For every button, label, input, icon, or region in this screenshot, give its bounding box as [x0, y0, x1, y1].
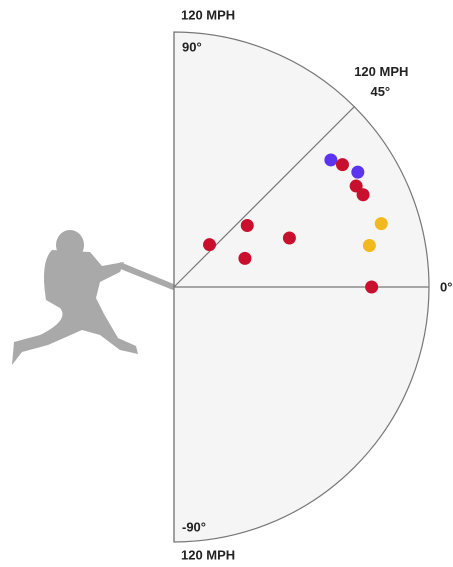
batted-ball [375, 217, 388, 230]
batted-ball [324, 153, 337, 166]
angle-tick-label: 0° [440, 279, 452, 294]
batted-ball [357, 188, 370, 201]
batter-silhouette [12, 230, 176, 365]
batted-ball [363, 239, 376, 252]
batted-ball [203, 238, 216, 251]
batted-ball [351, 166, 364, 179]
batted-ball [241, 219, 254, 232]
range-label: 120 MPH [354, 64, 408, 79]
plot-area: 90° 120 MPH 45° 120 MPH 0° -90° 120 MPH [174, 7, 452, 562]
batted-ball [365, 281, 378, 294]
chart: 90° 120 MPH 45° 120 MPH 0° -90° 120 MPH [0, 0, 453, 567]
batted-ball [283, 232, 296, 245]
angle-tick-label: 90° [182, 39, 202, 54]
range-label: 120 MPH [181, 7, 235, 22]
batted-ball [336, 158, 349, 171]
range-label: 120 MPH [181, 547, 235, 562]
batted-ball [238, 252, 251, 265]
angle-tick-label: -90° [182, 519, 206, 534]
angle-tick-label: 45° [370, 84, 390, 99]
